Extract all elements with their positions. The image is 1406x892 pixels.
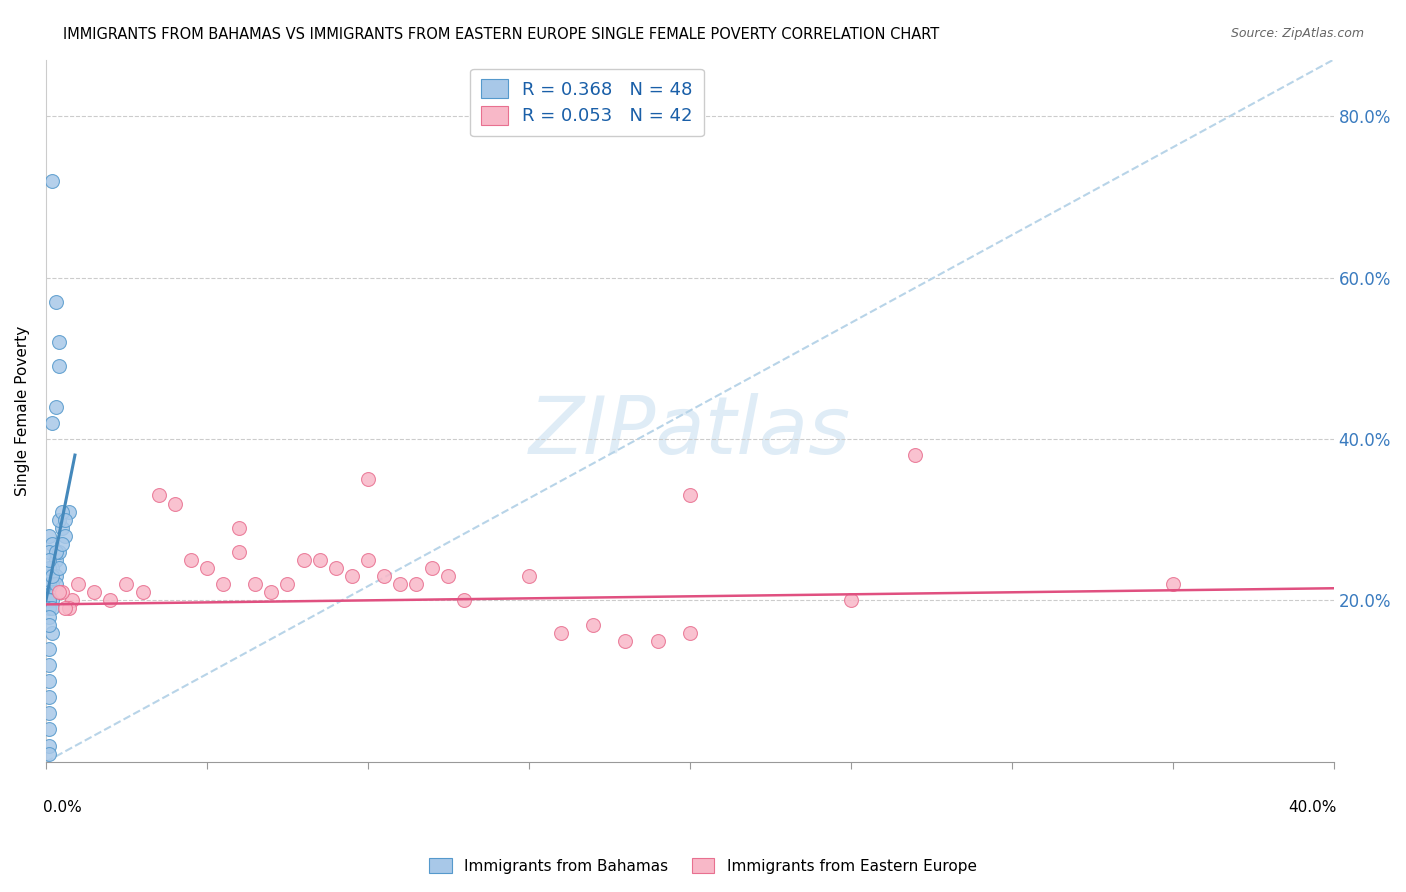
Point bbox=[83, 585, 105, 599]
Text: ZIPatlas: ZIPatlas bbox=[529, 392, 851, 471]
Y-axis label: Single Female Poverty: Single Female Poverty bbox=[15, 326, 30, 496]
Text: IMMIGRANTS FROM BAHAMAS VS IMMIGRANTS FROM EASTERN EUROPE SINGLE FEMALE POVERTY : IMMIGRANTS FROM BAHAMAS VS IMMIGRANTS FR… bbox=[63, 27, 939, 42]
Legend: R = 0.368   N = 48, R = 0.053   N = 42: R = 0.368 N = 48, R = 0.053 N = 42 bbox=[470, 69, 703, 136]
Point bbox=[373, 569, 395, 583]
Point bbox=[38, 545, 60, 559]
Point bbox=[38, 569, 60, 583]
Point bbox=[41, 593, 63, 607]
Point bbox=[38, 529, 60, 543]
Point bbox=[115, 577, 138, 591]
Legend: Immigrants from Bahamas, Immigrants from Eastern Europe: Immigrants from Bahamas, Immigrants from… bbox=[423, 852, 983, 880]
Point bbox=[45, 294, 67, 309]
Point bbox=[48, 585, 70, 599]
Point bbox=[453, 593, 475, 607]
Point bbox=[679, 488, 702, 502]
Point bbox=[38, 657, 60, 672]
Point bbox=[38, 553, 60, 567]
Point bbox=[58, 601, 80, 615]
Point bbox=[437, 569, 460, 583]
Point bbox=[260, 585, 283, 599]
Point bbox=[38, 601, 60, 615]
Text: Source: ZipAtlas.com: Source: ZipAtlas.com bbox=[1230, 27, 1364, 40]
Point bbox=[53, 513, 76, 527]
Point bbox=[38, 739, 60, 753]
Point bbox=[38, 747, 60, 761]
Point bbox=[357, 472, 380, 486]
Point bbox=[38, 609, 60, 624]
Text: 0.0%: 0.0% bbox=[44, 800, 82, 815]
Point bbox=[53, 601, 76, 615]
Point bbox=[195, 561, 218, 575]
Point bbox=[582, 617, 605, 632]
Point bbox=[420, 561, 443, 575]
Point bbox=[41, 585, 63, 599]
Point bbox=[51, 505, 73, 519]
Point bbox=[212, 577, 235, 591]
Point bbox=[228, 521, 250, 535]
Point bbox=[389, 577, 412, 591]
Point bbox=[1161, 577, 1184, 591]
Point bbox=[163, 496, 186, 510]
Point bbox=[839, 593, 862, 607]
Point bbox=[41, 625, 63, 640]
Point bbox=[45, 577, 67, 591]
Point bbox=[38, 706, 60, 721]
Point bbox=[38, 585, 60, 599]
Point bbox=[48, 335, 70, 350]
Point bbox=[45, 585, 67, 599]
Point bbox=[148, 488, 170, 502]
Point bbox=[60, 593, 83, 607]
Point bbox=[98, 593, 121, 607]
Point bbox=[38, 593, 60, 607]
Point bbox=[45, 545, 67, 559]
Point bbox=[45, 400, 67, 414]
Point bbox=[325, 561, 347, 575]
Point bbox=[48, 545, 70, 559]
Point bbox=[308, 553, 330, 567]
Point bbox=[53, 529, 76, 543]
Point bbox=[38, 641, 60, 656]
Point bbox=[41, 174, 63, 188]
Point bbox=[679, 625, 702, 640]
Point bbox=[41, 577, 63, 591]
Text: 40.0%: 40.0% bbox=[1288, 800, 1336, 815]
Point bbox=[41, 569, 63, 583]
Point bbox=[647, 633, 669, 648]
Point bbox=[550, 625, 572, 640]
Point bbox=[38, 593, 60, 607]
Point bbox=[51, 537, 73, 551]
Point bbox=[51, 585, 73, 599]
Point bbox=[41, 601, 63, 615]
Point bbox=[41, 416, 63, 430]
Point bbox=[38, 690, 60, 705]
Point bbox=[245, 577, 267, 591]
Point bbox=[48, 513, 70, 527]
Point bbox=[51, 521, 73, 535]
Point bbox=[67, 577, 90, 591]
Point bbox=[58, 505, 80, 519]
Point bbox=[131, 585, 153, 599]
Point bbox=[614, 633, 637, 648]
Point bbox=[904, 448, 927, 462]
Point bbox=[45, 569, 67, 583]
Point bbox=[38, 723, 60, 737]
Point bbox=[48, 561, 70, 575]
Point bbox=[38, 674, 60, 689]
Point bbox=[228, 545, 250, 559]
Point bbox=[357, 553, 380, 567]
Point bbox=[276, 577, 298, 591]
Point bbox=[38, 577, 60, 591]
Point bbox=[180, 553, 202, 567]
Point bbox=[48, 359, 70, 374]
Point bbox=[41, 561, 63, 575]
Point bbox=[41, 537, 63, 551]
Point bbox=[405, 577, 427, 591]
Point bbox=[38, 561, 60, 575]
Point bbox=[45, 553, 67, 567]
Point bbox=[292, 553, 315, 567]
Point bbox=[38, 617, 60, 632]
Point bbox=[517, 569, 540, 583]
Point bbox=[340, 569, 363, 583]
